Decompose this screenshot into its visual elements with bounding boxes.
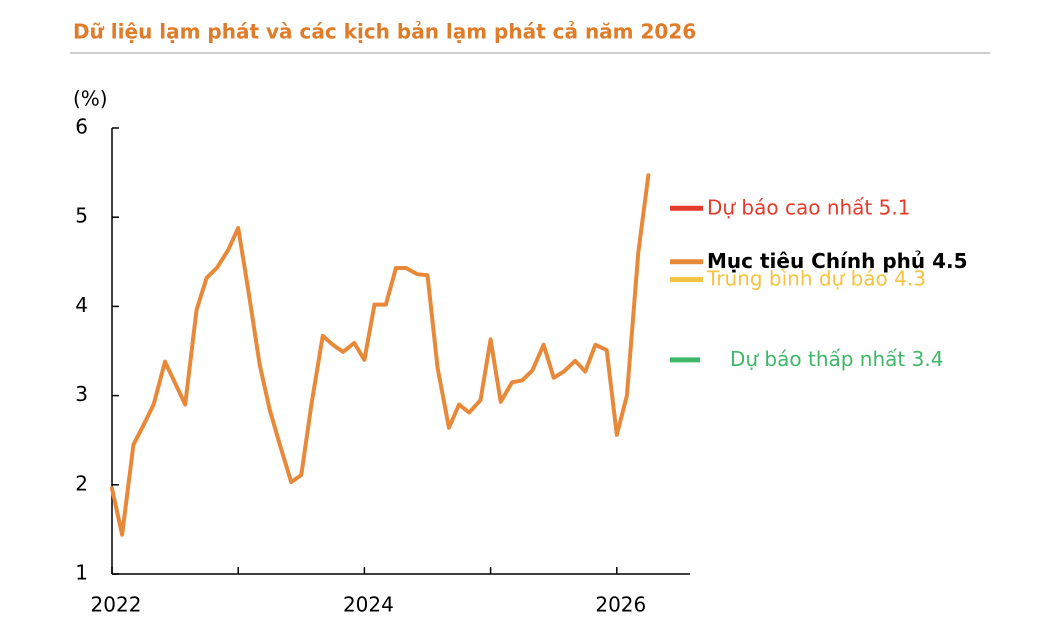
y-tick-label: 3	[75, 382, 88, 406]
scenario-label: Mục tiêu Chính phủ 4.5	[707, 248, 968, 272]
y-tick-label: 6	[75, 115, 88, 139]
scenario-value: 5.1	[879, 195, 911, 219]
y-tick-label: 5	[75, 204, 88, 228]
y-tick-label: 1	[75, 561, 88, 585]
x-tick-label: 2022	[91, 593, 142, 617]
scenario-label: Dự báo cao nhất 5.1	[707, 195, 910, 219]
scenario-name: Dự báo cao nhất	[707, 195, 872, 219]
scenario-label: Dự báo thấp nhất 3.4	[730, 346, 943, 370]
y-tick-label: 2	[75, 471, 88, 495]
y-tick-label: 4	[75, 293, 88, 317]
scenario-value: 3.4	[912, 346, 944, 370]
chart-title: Dữ liệu lạm phát và các kịch bản lạm phá…	[73, 20, 696, 44]
scenario-value: 4.3	[894, 266, 926, 290]
y-axis-label: (%)	[73, 87, 108, 111]
scenario-value: 4.5	[932, 248, 967, 272]
x-tick-label: 2024	[343, 593, 394, 617]
scenario-label: Trung bình dự báo 4.3	[706, 266, 926, 290]
scenario-name: Dự báo thấp nhất	[730, 346, 905, 370]
scenario-name: Mục tiêu Chính phủ	[707, 248, 925, 272]
line-series	[110, 173, 651, 537]
x-tick-label: 2026	[595, 593, 646, 617]
scenario-name: Trung bình dự báo	[706, 266, 888, 290]
